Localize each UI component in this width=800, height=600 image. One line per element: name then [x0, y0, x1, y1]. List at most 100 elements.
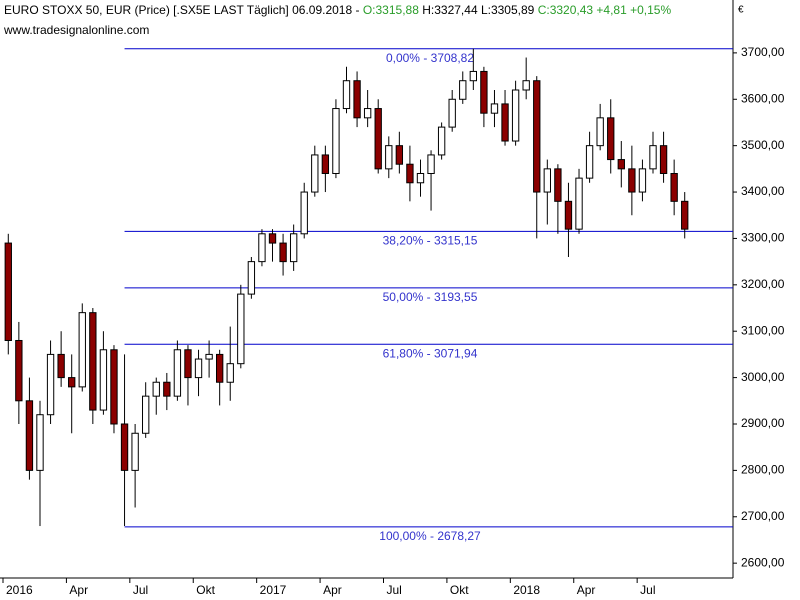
candle-body	[427, 154, 435, 174]
y-tick-label: 3100,00	[741, 323, 785, 337]
candle-body	[416, 172, 425, 184]
close-quote: C:3320,43 +4,81 +0,15%	[538, 3, 672, 17]
fib-label: 100,00% - 2678,27	[379, 529, 481, 543]
candle-body	[110, 349, 118, 425]
source: www.tradesignalonline.com	[3, 23, 149, 37]
candle-body	[670, 172, 678, 202]
y-tick-label: 2700,00	[741, 509, 785, 523]
candle-body	[617, 159, 625, 170]
candle-body	[437, 126, 446, 156]
candle-body	[279, 242, 287, 263]
y-tick-label: 2600,00	[741, 555, 785, 569]
fib-label: 50,00% - 3193,55	[383, 290, 478, 304]
candle-body	[226, 363, 234, 383]
candle-body	[522, 80, 530, 91]
x-tick-label: Jul	[133, 583, 148, 597]
candle-body	[490, 103, 499, 114]
y-tick-label: 3200,00	[741, 277, 785, 291]
candle-body	[554, 168, 562, 202]
fib-label: 0,00% - 3708,82	[386, 51, 474, 65]
candle-body	[395, 145, 404, 165]
y-tick-label: 2800,00	[741, 463, 785, 477]
candle-body	[215, 353, 224, 383]
candle-body	[564, 200, 573, 230]
candle-body	[36, 414, 44, 471]
candle-body	[363, 108, 372, 119]
candle-body	[469, 70, 478, 82]
candle-body	[311, 154, 319, 193]
candle-body	[385, 145, 393, 170]
y-tick-label: 3400,00	[741, 184, 785, 198]
candle-body	[575, 177, 583, 230]
high-low-quote: H:3327,44 L:3305,89	[422, 3, 534, 17]
candle-body	[4, 242, 12, 341]
candle-body	[480, 70, 488, 114]
candle-body	[131, 432, 139, 471]
candle-body	[142, 395, 150, 434]
candle-body	[681, 200, 689, 230]
candle-body	[374, 108, 382, 170]
candle-body	[406, 163, 414, 184]
x-tick-label: Apr	[323, 583, 342, 597]
candle-body	[289, 233, 298, 263]
candle-body	[184, 349, 192, 379]
x-tick-label: 2017	[260, 583, 287, 597]
candle-body	[638, 168, 647, 193]
x-tick-label: 2016	[6, 583, 33, 597]
candle-body	[353, 80, 361, 119]
candle-body	[194, 358, 203, 379]
title: EURO STOXX 50, EUR (Price) [.SX5E LAST T…	[4, 3, 360, 17]
y-tick-label: 3700,00	[741, 45, 785, 59]
candle-body	[321, 154, 330, 174]
candle-body	[543, 168, 551, 193]
header-line: EURO STOXX 50, EUR (Price) [.SX5E LAST T…	[4, 3, 671, 17]
candle-body	[268, 233, 277, 244]
candle-body	[459, 80, 467, 100]
candle-body	[237, 293, 245, 365]
candle-body	[99, 349, 108, 411]
candle-body	[46, 353, 55, 416]
candle-body	[511, 89, 520, 142]
candle-body	[25, 400, 34, 471]
y-tick-label: 3600,00	[741, 91, 785, 105]
candle-body	[448, 98, 456, 128]
candle-body	[501, 103, 509, 142]
y-tick-label: 2900,00	[741, 416, 785, 430]
y-tick-label: 3000,00	[741, 370, 785, 384]
candle-body	[342, 80, 351, 110]
candle-body	[628, 168, 636, 193]
candle-body	[57, 353, 65, 379]
currency: €	[738, 5, 744, 16]
candle-body	[596, 117, 604, 147]
y-tick-label: 3300,00	[741, 231, 785, 245]
y-tick-label: 3500,00	[741, 138, 785, 152]
candle-body	[585, 145, 594, 179]
x-tick-label: Okt	[450, 583, 469, 597]
candle-body	[332, 108, 340, 174]
open-quote: O:3315,88	[363, 3, 419, 17]
fib-label: 38,20% - 3315,15	[383, 234, 478, 248]
candle-body	[15, 339, 23, 402]
candle-body	[205, 353, 213, 360]
candle-body	[258, 233, 266, 263]
candle-body	[89, 312, 97, 411]
x-tick-label: Jul	[640, 583, 655, 597]
candle-body	[78, 312, 86, 388]
x-tick-label: Apr	[577, 583, 596, 597]
x-tick-label: Okt	[196, 583, 215, 597]
candle-body	[533, 80, 541, 193]
x-tick-label: Jul	[386, 583, 401, 597]
candle-body	[163, 381, 171, 397]
candle-body	[173, 349, 182, 397]
x-tick-label: 2018	[513, 583, 540, 597]
candle-body	[659, 145, 668, 174]
candle-body	[649, 145, 657, 170]
candle-body	[68, 377, 76, 388]
candle-body	[300, 191, 308, 235]
fib-label: 61,80% - 3071,94	[383, 346, 478, 360]
x-tick-label: Apr	[69, 583, 88, 597]
candle-body	[247, 261, 256, 295]
candle-body	[607, 117, 615, 161]
